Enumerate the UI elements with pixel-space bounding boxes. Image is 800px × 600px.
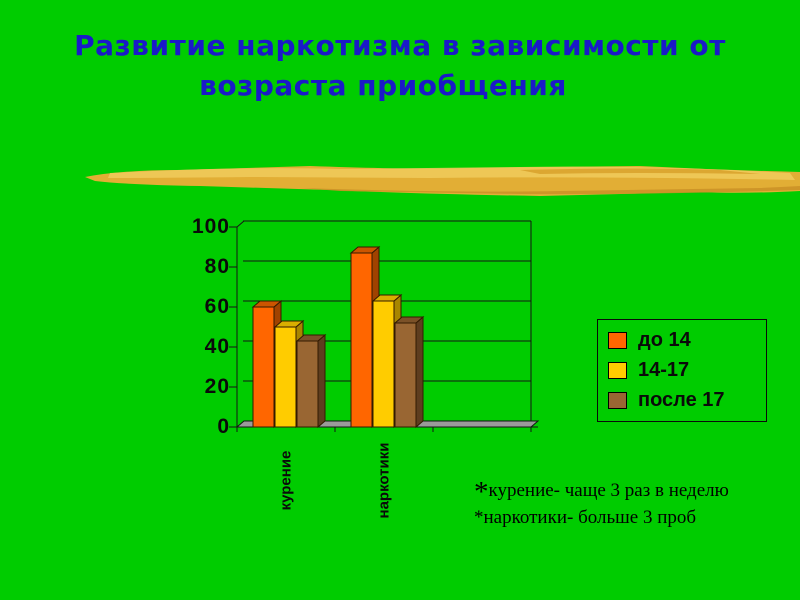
y-tick-label-80: 80 <box>204 255 230 278</box>
bar-наркотики-до 14 <box>350 252 373 428</box>
wall-corner <box>236 220 245 228</box>
bar-курение-после 17 <box>296 340 319 428</box>
bar-курение-до 14 <box>252 306 275 428</box>
asterisk: * <box>474 476 489 508</box>
legend-item: 14-17 <box>608 359 766 382</box>
slide-title: Развитие наркотизма в зависимости от воз… <box>0 26 800 106</box>
legend-item: после 17 <box>608 389 766 412</box>
legend-item: до 14 <box>608 329 766 352</box>
legend-label: 14-17 <box>638 358 690 381</box>
footnote: *курение- чаще 3 раз в неделю *наркотики… <box>474 477 729 531</box>
y-tick-label-60: 60 <box>204 295 230 318</box>
bar-наркотики-14-17 <box>372 300 395 428</box>
legend-label: до 14 <box>638 328 691 351</box>
brush-stroke-divider <box>85 166 800 196</box>
footnote-line-2: *наркотики- больше 3 проб <box>474 507 697 528</box>
category-label-курение: курение <box>277 450 295 511</box>
legend-swatch <box>608 331 627 349</box>
bar-side <box>415 315 424 429</box>
y-tick-label-0: 0 <box>217 415 230 438</box>
title-line-1: Развитие наркотизма в зависимости от <box>74 29 726 62</box>
legend-swatch <box>608 361 627 379</box>
y-tick-label-40: 40 <box>204 335 230 358</box>
bar-наркотики-после 17 <box>394 322 417 428</box>
footnote-line-1: *курение- чаще 3 раз в неделю <box>474 476 729 508</box>
asterisk: * <box>474 507 484 528</box>
category-label-наркотики: наркотики <box>375 442 393 519</box>
chart-legend: до 14 14-17 после 17 <box>597 319 767 422</box>
bar-курение-14-17 <box>274 326 297 428</box>
bar-side <box>317 333 326 429</box>
title-line-2: возраста приобщения <box>199 69 567 102</box>
legend-swatch <box>608 392 627 410</box>
y-tick-label-100: 100 <box>191 215 230 238</box>
y-tick-label-20: 20 <box>204 375 230 398</box>
legend-label: после 17 <box>638 389 725 412</box>
